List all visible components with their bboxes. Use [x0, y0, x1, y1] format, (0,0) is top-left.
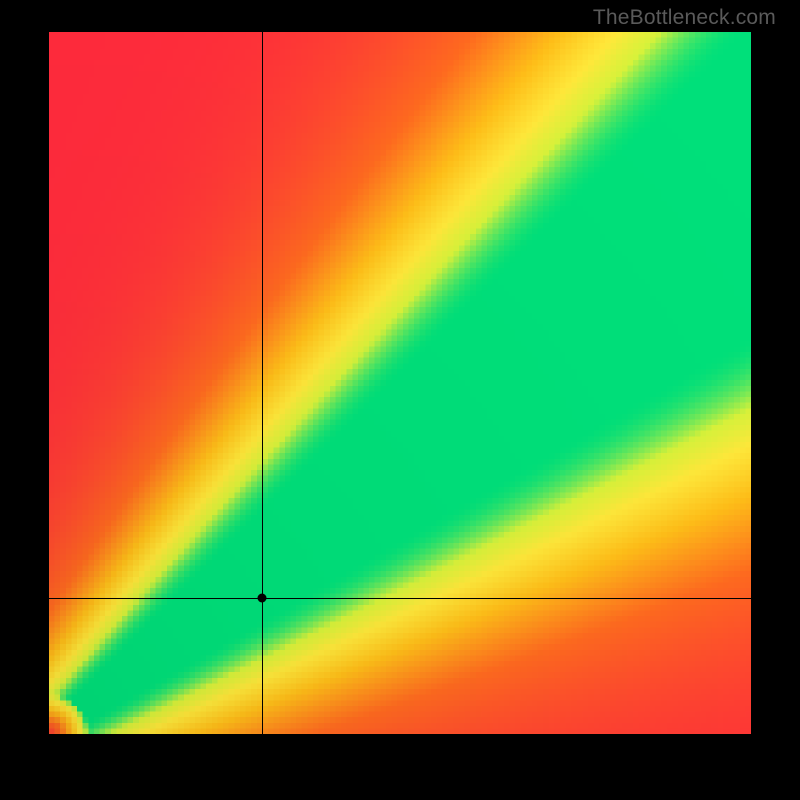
crosshair-horizontal	[49, 598, 751, 599]
heatmap-canvas	[49, 32, 751, 734]
crosshair-marker	[258, 593, 267, 602]
crosshair-vertical	[262, 32, 263, 734]
watermark-text: TheBottleneck.com	[593, 6, 776, 30]
bottleneck-heatmap	[49, 32, 751, 734]
